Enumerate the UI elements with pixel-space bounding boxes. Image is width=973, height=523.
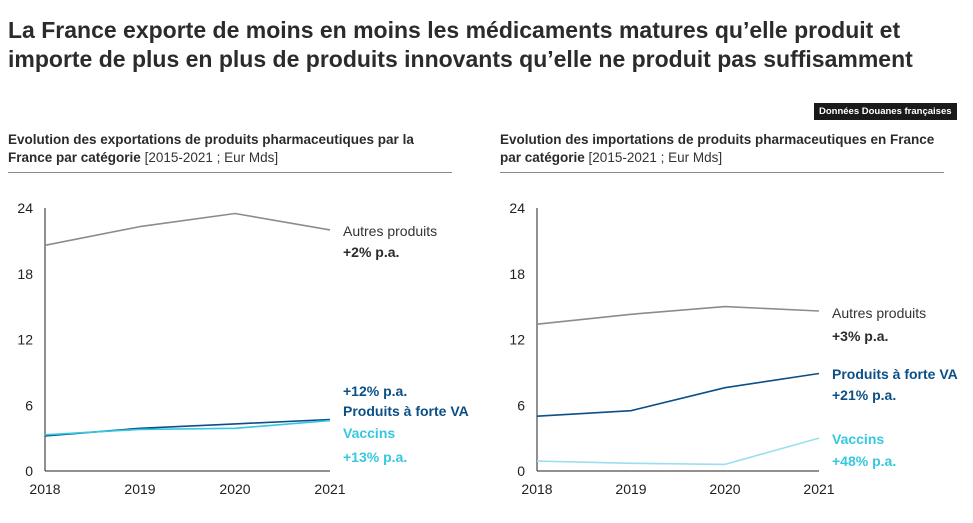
exports-y-tick-label: 12 [17,332,33,348]
imports-y-tick-label: 24 [509,200,525,216]
imports-vaccins-label: Vaccins [832,431,884,447]
exports-x-tick-label: 2021 [314,481,345,497]
imports-y-tick-label: 0 [517,463,525,479]
imports-y-tick-label: 18 [509,266,525,282]
exports-chart-title: Evolution des exportations de produits p… [8,131,453,167]
exports-y-tick-label: 18 [17,266,33,282]
exports-forte-va-line [44,418,331,437]
imports-forte-va-line [536,372,820,417]
exports-forte-va-label: Produits à forte VA [343,403,469,419]
exports-y-tick-label: 24 [17,200,33,216]
exports-y-tick-label: 0 [25,463,33,479]
imports-forte-va-label: Produits à forte VA [832,366,958,382]
imports-x-tick-label: 2021 [803,481,834,497]
imports-x-tick-label: 2020 [709,481,740,497]
exports-x-tick-label: 2020 [219,481,250,497]
exports-forte-va-growth-label: +12% p.a. [343,383,407,399]
imports-autres-growth-label: +3% p.a. [832,328,888,344]
imports-autres-label: Autres produits [832,305,926,321]
imports-chart-title-bold: Evolution des importations de produits p… [500,132,935,165]
exports-chart-title-bold: Evolution des exportations de produits p… [8,132,414,165]
imports-x-tick-label: 2018 [521,481,552,497]
imports-chart-title: Evolution des importations de produits p… [500,131,940,167]
exports-x-tick-label: 2019 [124,481,155,497]
source-badge: Données Douanes françaises [814,103,957,120]
imports-y-tick-label: 6 [517,397,525,413]
page-title-line-1: La France exporte de moins en moins les … [8,17,901,43]
exports-title-divider [8,172,452,173]
imports-x-tick-label: 2019 [615,481,646,497]
imports-chart-title-units: [2015-2021 ; Eur Mds] [584,150,723,165]
exports-y-tick-label: 6 [25,397,33,413]
imports-autres-line [536,305,820,325]
page-title-line-2: importe de plus en plus de produits inno… [8,46,913,72]
exports-autres-label: Autres produits [343,223,437,239]
page-title: La France exporte de moins en moins les … [8,16,958,74]
exports-autres-line [44,212,331,247]
exports-vaccins-growth-label: +13% p.a. [343,449,407,465]
imports-y-tick-label: 12 [509,332,525,348]
exports-chart-title-units: [2015-2021 ; Eur Mds] [140,150,279,165]
exports-x-tick-label: 2018 [29,481,60,497]
exports-autres-growth-label: +2% p.a. [343,244,399,260]
imports-vaccins-growth-label: +48% p.a. [832,453,896,469]
exports-vaccins-label: Vaccins [343,425,395,441]
exports-vaccins-line [44,419,331,436]
imports-vaccins-line [536,437,820,466]
imports-title-divider [500,172,944,173]
imports-forte-va-growth-label: +21% p.a. [832,387,896,403]
